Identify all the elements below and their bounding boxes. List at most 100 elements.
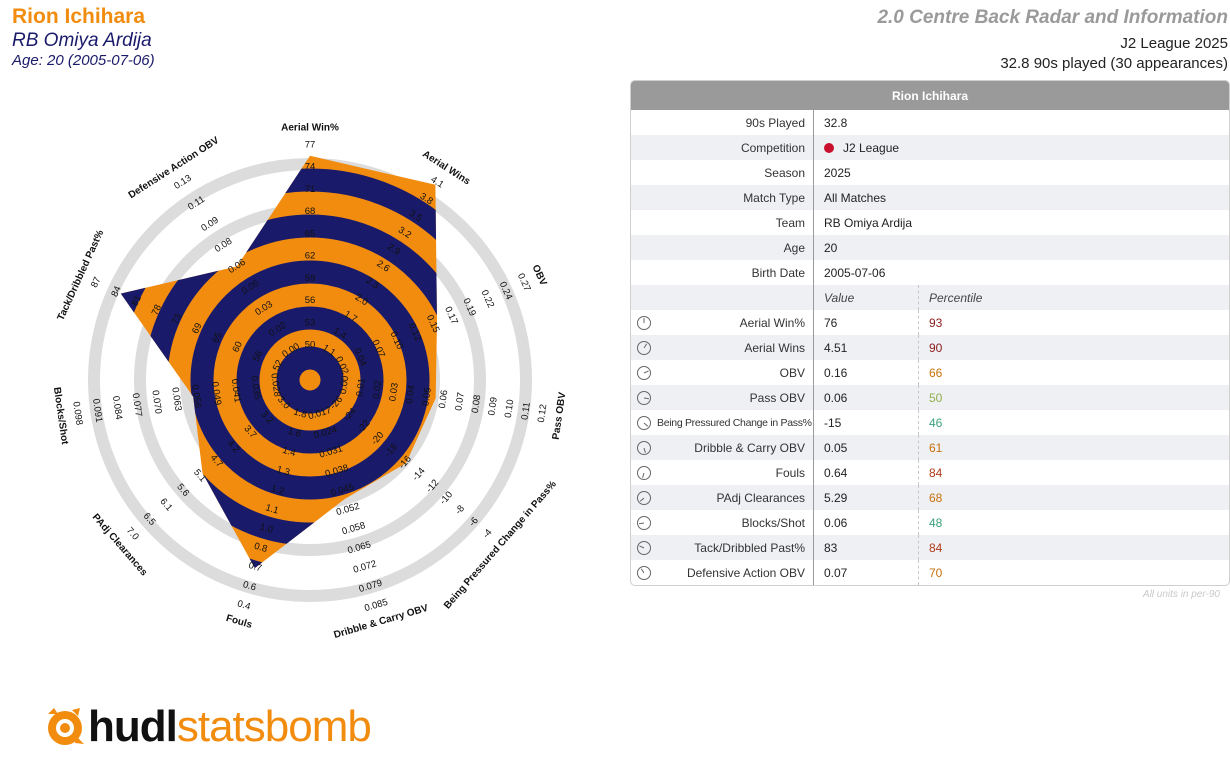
info-value-cell: All Matches — [813, 185, 1228, 210]
tick-label: 71 — [305, 184, 316, 195]
clock-gauge-icon — [631, 535, 657, 560]
stat-label: Aerial Wins — [744, 340, 805, 355]
stat-value: 0.16 — [813, 360, 918, 385]
stat-value: 76 — [813, 310, 918, 335]
stat-percentile: 61 — [918, 435, 1229, 460]
stat-value: 0.06 — [813, 510, 918, 535]
tick-label: -14 — [410, 466, 427, 484]
stat-percentile: 90 — [918, 335, 1229, 360]
tick-label: 81 — [130, 294, 144, 308]
axis-label: Being Pressured Change in Pass% — [442, 479, 559, 611]
info-row: Competition J2 League — [631, 135, 1229, 160]
tick-label: 0.028 — [268, 372, 282, 397]
clock-gauge-icon — [631, 435, 657, 460]
stat-percentile: 84 — [918, 460, 1229, 485]
info-row: Birth Date 2005-07-06 — [631, 260, 1229, 285]
tick-label: 0.04 — [404, 385, 418, 405]
stat-label: OBV — [779, 365, 805, 380]
stat-percentile: 46 — [918, 410, 1229, 435]
tick-label: 0.01 — [354, 377, 368, 397]
stat-row: Aerial Win% 76 93 — [631, 310, 1229, 335]
column-header-row: Value Percentile — [631, 285, 1229, 310]
info-value: 2025 — [824, 165, 851, 180]
tick-label: 0.08 — [470, 394, 484, 414]
tick-label: 53 — [305, 317, 316, 328]
axis-label: Blocks/Shot — [51, 387, 70, 446]
value-ring — [190, 260, 430, 500]
info-value: RB Omiya Ardija — [824, 215, 913, 230]
info-value: 2005-07-06 — [824, 265, 886, 280]
tick-label: 69 — [190, 321, 204, 335]
stat-value: 83 — [813, 535, 918, 560]
tick-label: 52 — [271, 358, 285, 372]
tick-label: 0.00 — [338, 375, 352, 395]
info-value: All Matches — [824, 190, 887, 205]
stat-value: -15 — [813, 410, 918, 435]
stat-row: Blocks/Shot 0.06 48 — [631, 510, 1229, 535]
clock-gauge-icon — [631, 560, 657, 585]
tick-label: 0.02 — [371, 380, 385, 400]
value-ring — [276, 346, 344, 414]
stat-label: Blocks/Shot — [741, 515, 805, 530]
stat-percentile: 68 — [918, 485, 1229, 510]
stat-label: Defensive Action OBV — [686, 565, 805, 580]
tick-label: 73 — [170, 312, 184, 326]
info-row: Match Type All Matches — [631, 185, 1229, 210]
clock-gauge-icon — [631, 385, 657, 410]
tick-label: 87 — [89, 275, 103, 289]
axis-label: Fouls — [225, 613, 254, 631]
stat-label: Dribble & Carry OBV — [694, 440, 805, 455]
tick-label: 1.2 — [270, 483, 286, 497]
tick-label: 0.058 — [341, 520, 367, 537]
clock-gauge-icon — [631, 310, 657, 335]
tick-label: 60 — [231, 340, 245, 354]
info-label: Age — [783, 240, 805, 255]
value-ring — [120, 168, 438, 569]
tick-label: 1.6 — [287, 426, 303, 440]
info-label: Match Type — [743, 190, 805, 205]
stat-percentile: 48 — [918, 510, 1229, 535]
stat-value: 0.07 — [813, 560, 918, 585]
tick-label: 77 — [305, 140, 316, 151]
tick-label: 0.7 — [247, 560, 263, 574]
col-value-header: Value — [813, 285, 918, 310]
stat-row: Dribble & Carry OBV 0.05 61 — [631, 435, 1229, 460]
info-value: 20 — [824, 240, 838, 255]
info-label: Season — [764, 165, 805, 180]
info-value-cell: 20 — [813, 235, 1228, 260]
brand-logo: hudlstatsbomb — [42, 702, 372, 752]
stat-row: Aerial Wins 4.51 90 — [631, 335, 1229, 360]
tick-label: 0.4 — [236, 598, 252, 612]
stat-percentile: 70 — [918, 560, 1229, 585]
tick-label: 56 — [251, 349, 265, 363]
tick-label: 0.084 — [110, 395, 124, 420]
units-footnote: All units in per-90 — [1142, 589, 1220, 600]
tick-label: 7.0 — [124, 525, 141, 542]
stat-value: 0.06 — [813, 385, 918, 410]
info-value-cell: RB Omiya Ardija — [813, 210, 1228, 235]
tick-label: 1.3 — [275, 464, 291, 478]
tick-label: 0.03 — [387, 382, 401, 402]
tick-label: -8 — [453, 503, 467, 517]
tick-label: 0.07 — [453, 392, 467, 412]
stat-label: Pass OBV — [749, 390, 805, 405]
tick-label: 0.041 — [229, 378, 243, 403]
stat-row: PAdj Clearances 5.29 68 — [631, 485, 1229, 510]
tick-label: 1.1 — [264, 502, 280, 516]
tick-label: 0.05 — [420, 387, 434, 407]
statsbomb-logo-icon — [48, 708, 84, 745]
stat-row: Tack/Dribbled Past% 83 84 — [631, 535, 1229, 560]
tick-label: -4 — [481, 527, 495, 541]
tick-label: 0.077 — [130, 392, 144, 417]
tick-label: 0.06 — [437, 389, 451, 409]
axis-label: Pass OBV — [551, 391, 569, 440]
league-season: J2 League 2025 — [1120, 35, 1228, 52]
tick-label: 0.098 — [70, 401, 84, 426]
info-label: Team — [775, 215, 805, 230]
played-line: 32.8 90s played (30 appearances) — [1000, 55, 1228, 72]
tick-label: 74 — [305, 162, 316, 173]
age-line: Age: 20 (2005-07-06) — [12, 52, 155, 69]
info-value-cell: J2 League — [813, 135, 1228, 160]
tick-label: 6.1 — [158, 496, 175, 513]
